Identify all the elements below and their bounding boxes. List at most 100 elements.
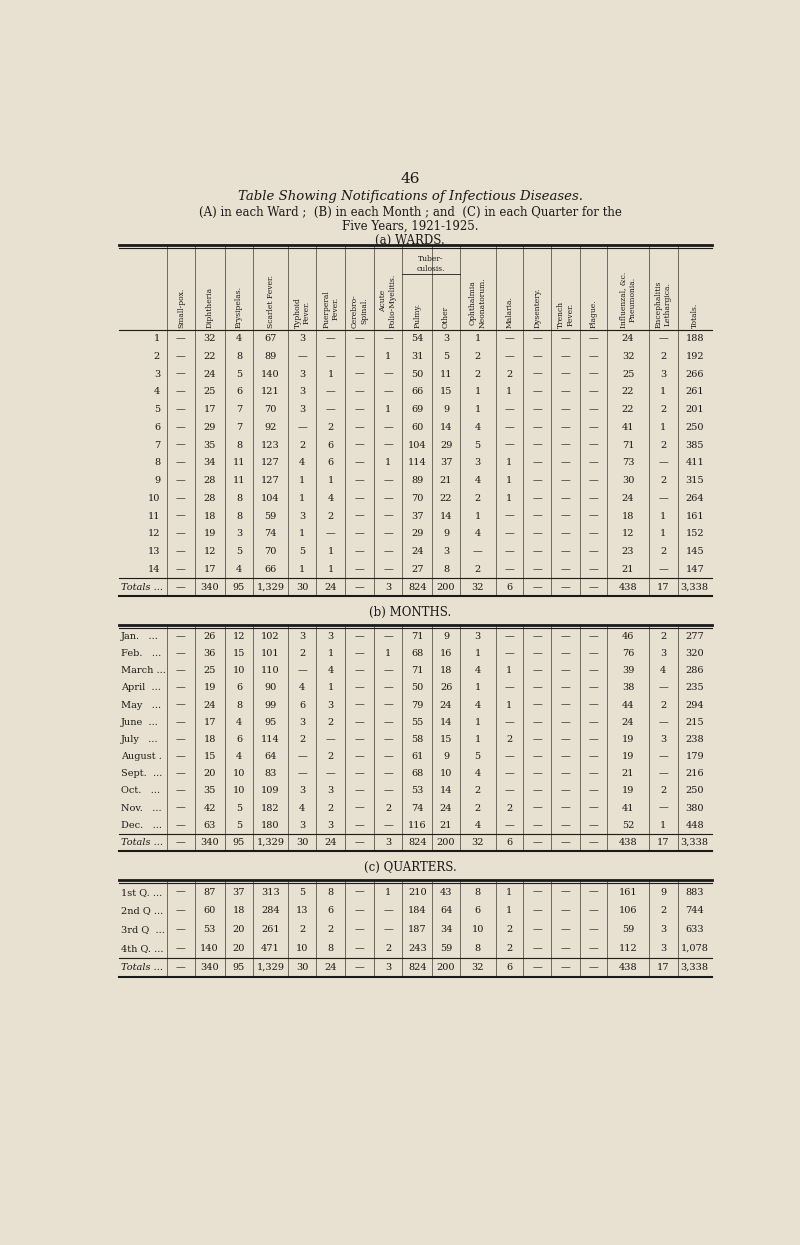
Text: —: — xyxy=(561,565,570,574)
Text: —: — xyxy=(354,888,364,896)
Text: —: — xyxy=(504,405,514,415)
Text: 8: 8 xyxy=(236,494,242,503)
Text: 46: 46 xyxy=(400,172,420,187)
Text: —: — xyxy=(176,512,186,520)
Text: 24: 24 xyxy=(440,804,452,813)
Text: 284: 284 xyxy=(262,906,280,915)
Text: 6: 6 xyxy=(506,962,512,972)
Text: Typhoid
Fever.: Typhoid Fever. xyxy=(294,296,310,327)
Text: 1: 1 xyxy=(299,529,305,538)
Text: 24: 24 xyxy=(325,583,337,591)
Text: 179: 179 xyxy=(686,752,704,761)
Text: 320: 320 xyxy=(686,649,704,659)
Text: 1: 1 xyxy=(660,529,666,538)
Text: 8: 8 xyxy=(443,565,449,574)
Text: 4: 4 xyxy=(474,666,481,675)
Text: 17: 17 xyxy=(203,565,216,574)
Text: 123: 123 xyxy=(261,441,280,449)
Text: —: — xyxy=(658,684,668,692)
Text: —: — xyxy=(589,701,598,710)
Text: 2: 2 xyxy=(506,925,512,934)
Text: 66: 66 xyxy=(411,387,423,396)
Text: 8: 8 xyxy=(474,944,481,952)
Text: 1: 1 xyxy=(385,352,391,361)
Text: 73: 73 xyxy=(622,458,634,467)
Text: —: — xyxy=(354,334,364,344)
Text: —: — xyxy=(658,565,668,574)
Text: —: — xyxy=(561,441,570,449)
Text: 6: 6 xyxy=(236,387,242,396)
Text: 2: 2 xyxy=(327,752,334,761)
Text: 18: 18 xyxy=(440,666,452,675)
Text: 883: 883 xyxy=(686,888,704,896)
Text: 161: 161 xyxy=(618,888,638,896)
Text: 210: 210 xyxy=(408,888,426,896)
Text: 13: 13 xyxy=(296,906,308,915)
Text: 68: 68 xyxy=(411,769,423,778)
Text: —: — xyxy=(383,476,393,486)
Text: —: — xyxy=(561,666,570,675)
Text: Ophthalmia
Neonatorum.: Ophthalmia Neonatorum. xyxy=(469,278,486,327)
Text: 19: 19 xyxy=(622,787,634,796)
Text: 43: 43 xyxy=(440,888,452,896)
Text: 106: 106 xyxy=(619,906,638,915)
Text: —: — xyxy=(176,494,186,503)
Text: 15: 15 xyxy=(440,735,452,745)
Text: —: — xyxy=(561,423,570,432)
Text: —: — xyxy=(176,906,186,915)
Text: —: — xyxy=(658,334,668,344)
Text: —: — xyxy=(176,752,186,761)
Text: —: — xyxy=(658,769,668,778)
Text: 2: 2 xyxy=(506,370,512,378)
Text: 261: 261 xyxy=(262,925,280,934)
Text: —: — xyxy=(561,529,570,538)
Text: 2: 2 xyxy=(385,944,391,952)
Text: 92: 92 xyxy=(264,423,277,432)
Text: —: — xyxy=(532,944,542,952)
Text: —: — xyxy=(383,370,393,378)
Text: Puerperal
Fever.: Puerperal Fever. xyxy=(322,290,339,327)
Text: —: — xyxy=(532,787,542,796)
Text: 4: 4 xyxy=(236,718,242,727)
Text: 1: 1 xyxy=(506,458,512,467)
Text: Influenzal, &c.
Pneumonia.: Influenzal, &c. Pneumonia. xyxy=(619,271,637,327)
Text: 1: 1 xyxy=(660,423,666,432)
Text: 9: 9 xyxy=(154,476,160,486)
Text: 4: 4 xyxy=(474,476,481,486)
Text: 21: 21 xyxy=(440,476,452,486)
Text: 1: 1 xyxy=(327,684,334,692)
Text: —: — xyxy=(326,387,335,396)
Text: 215: 215 xyxy=(686,718,704,727)
Text: —: — xyxy=(176,441,186,449)
Text: 24: 24 xyxy=(325,838,337,847)
Text: 147: 147 xyxy=(686,565,704,574)
Text: —: — xyxy=(532,423,542,432)
Text: 74: 74 xyxy=(411,804,424,813)
Text: —: — xyxy=(383,423,393,432)
Text: —: — xyxy=(532,405,542,415)
Text: —: — xyxy=(383,701,393,710)
Text: 3: 3 xyxy=(385,838,391,847)
Text: 1: 1 xyxy=(474,718,481,727)
Text: 21: 21 xyxy=(622,565,634,574)
Text: 37: 37 xyxy=(440,458,452,467)
Text: 5: 5 xyxy=(154,405,160,415)
Text: 3: 3 xyxy=(299,787,305,796)
Text: —: — xyxy=(589,441,598,449)
Text: —: — xyxy=(354,787,364,796)
Text: 24: 24 xyxy=(622,718,634,727)
Text: Totals.: Totals. xyxy=(690,303,698,327)
Text: —: — xyxy=(176,529,186,538)
Text: 3: 3 xyxy=(474,632,481,641)
Text: 2: 2 xyxy=(474,352,481,361)
Text: —: — xyxy=(176,352,186,361)
Text: 14: 14 xyxy=(440,718,452,727)
Text: 187: 187 xyxy=(408,925,426,934)
Text: —: — xyxy=(176,565,186,574)
Text: —: — xyxy=(504,352,514,361)
Text: —: — xyxy=(297,423,307,432)
Text: —: — xyxy=(532,529,542,538)
Text: 340: 340 xyxy=(200,838,219,847)
Text: —: — xyxy=(561,494,570,503)
Text: —: — xyxy=(589,820,598,830)
